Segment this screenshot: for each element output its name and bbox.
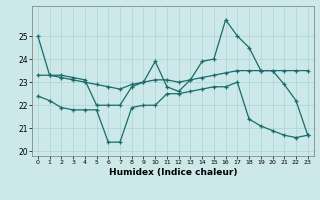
X-axis label: Humidex (Indice chaleur): Humidex (Indice chaleur) xyxy=(108,168,237,177)
